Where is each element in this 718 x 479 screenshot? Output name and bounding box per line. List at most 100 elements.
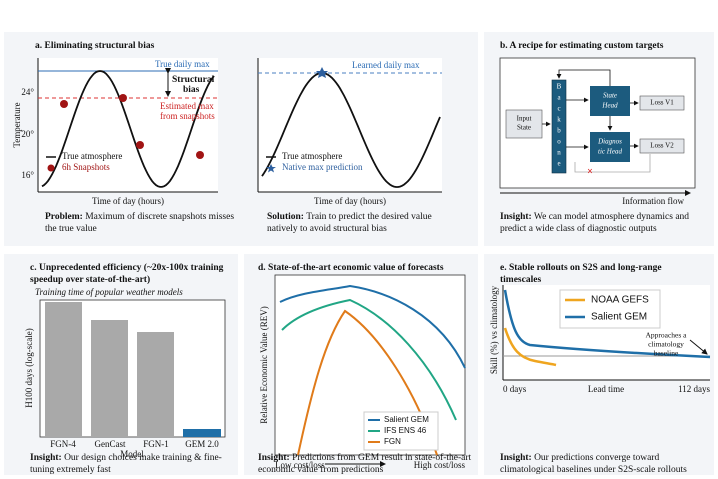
salient-gem-curve bbox=[279, 284, 466, 369]
panel-title: e. Stable rollouts on S2S and long-range bbox=[500, 263, 662, 273]
annotation: baseline bbox=[654, 349, 679, 358]
text: Our design choices make training & fine-… bbox=[30, 453, 222, 475]
node-label: State bbox=[517, 124, 531, 132]
x-tick-label: FGN-4 bbox=[50, 439, 76, 449]
y-label: Relative Economic Value (REV) bbox=[259, 306, 269, 424]
node-label: k bbox=[557, 116, 561, 124]
estimated-label: Estimated max bbox=[160, 101, 214, 111]
problem-text: Problem: Maximum of discrete snapshots m… bbox=[45, 211, 235, 235]
bias-label: bias bbox=[183, 85, 200, 95]
legend-dot bbox=[47, 164, 55, 172]
legend-label: True atmosphere bbox=[62, 151, 122, 161]
legend-label: 6h Snapshots bbox=[62, 162, 110, 172]
blocked-mark: × bbox=[587, 166, 593, 177]
snapshot bbox=[136, 141, 144, 149]
insight-text: Insight: Our design choices make trainin… bbox=[30, 452, 230, 476]
snapshot bbox=[196, 151, 204, 159]
learned-max-label: Learned daily max bbox=[352, 60, 420, 70]
annotation: Approaches a bbox=[645, 331, 687, 340]
y-label: Skill (%) vs climatology bbox=[489, 285, 499, 374]
annotation: climatology bbox=[648, 340, 684, 349]
y-label: Temperature bbox=[12, 102, 22, 147]
node-input bbox=[505, 109, 543, 139]
y-label: H100 days (log-scale) bbox=[24, 328, 34, 407]
estimated-label: from snapshots bbox=[160, 111, 215, 121]
true-atmosphere-curve bbox=[41, 70, 215, 188]
x-low-label: Low cost/loss bbox=[275, 460, 325, 470]
x-label: Time of day (hours) bbox=[92, 196, 164, 206]
node-label: Loss V2 bbox=[650, 142, 674, 150]
node-label: n bbox=[557, 149, 561, 157]
text: We can model atmosphere dynamics and pre… bbox=[500, 212, 690, 234]
insight-text: Insight: Predictions from GEM result in … bbox=[258, 452, 473, 476]
label: Insight: bbox=[30, 453, 62, 463]
panel-title: b. A recipe for estimating custom target… bbox=[500, 41, 664, 51]
annotation-arrow bbox=[689, 339, 708, 355]
text: Train to predict the desired value nativ… bbox=[267, 212, 432, 234]
node-label: tic Head bbox=[598, 148, 622, 156]
y-tick-label: 16° bbox=[21, 170, 34, 180]
node-label: a bbox=[557, 94, 561, 102]
y-tick-label: 20° bbox=[21, 129, 34, 139]
bar bbox=[137, 332, 174, 437]
ifs-ens-curve bbox=[281, 298, 457, 421]
bar bbox=[183, 429, 221, 437]
panel-title: speedup over state-of-the-art) bbox=[30, 274, 150, 285]
plot-area bbox=[258, 58, 442, 192]
insight-text: Insight: We can model atmosphere dynamic… bbox=[500, 211, 705, 235]
fgn-curve bbox=[297, 309, 438, 456]
text: Our predictions converge toward climatol… bbox=[500, 453, 687, 475]
plot-area bbox=[38, 58, 218, 192]
node-backbone bbox=[551, 79, 567, 174]
x-tick-label: GenCast bbox=[95, 439, 126, 449]
panel-title: c. Unprecedented efficiency (~20x-100x t… bbox=[30, 262, 224, 273]
solution-text: Solution: Train to predict the desired v… bbox=[267, 211, 457, 235]
x-tick-label: FGN-1 bbox=[143, 439, 169, 449]
legend-box bbox=[559, 289, 661, 329]
y-tick-label: 24° bbox=[21, 87, 34, 97]
node-label: o bbox=[557, 138, 561, 146]
true-atmosphere-curve bbox=[261, 72, 441, 188]
node-label: Loss V1 bbox=[650, 99, 674, 107]
node-diagnostic-head bbox=[590, 132, 630, 162]
x-end-label: 112 days bbox=[678, 384, 710, 394]
bar bbox=[91, 320, 128, 437]
label: Solution: bbox=[267, 212, 304, 222]
label: Insight: bbox=[258, 453, 290, 463]
legend-label: Native max prediction bbox=[282, 162, 363, 172]
subtitle: Training time of popular weather models bbox=[35, 287, 183, 297]
gem-curve bbox=[503, 289, 711, 359]
bias-label: Structural bbox=[172, 75, 215, 85]
node-label: State bbox=[603, 92, 617, 100]
label: Problem: bbox=[45, 212, 83, 222]
node-loss bbox=[639, 138, 685, 154]
legend-label: FGN bbox=[384, 437, 401, 446]
gefs-curve bbox=[503, 327, 557, 367]
native-max-star bbox=[316, 67, 328, 78]
x-label: Lead time bbox=[588, 384, 624, 394]
panel-title: a. Eliminating structural bias bbox=[35, 41, 155, 51]
x-label: Time of day (hours) bbox=[314, 196, 386, 206]
legend-label: Salient GEM bbox=[591, 312, 647, 323]
node-label: B bbox=[557, 83, 562, 91]
label: Insight: bbox=[500, 212, 532, 222]
x-label: Model bbox=[120, 449, 144, 459]
x-start-label: 0 days bbox=[503, 384, 527, 394]
node-label: Diagnos bbox=[597, 138, 622, 146]
panel-title: timescales bbox=[500, 275, 541, 285]
node-label: b bbox=[557, 127, 561, 135]
node-state-head bbox=[590, 86, 630, 116]
node-label: e bbox=[557, 160, 560, 168]
node-label: c bbox=[557, 105, 560, 113]
legend-star bbox=[266, 164, 276, 173]
snapshot bbox=[60, 100, 68, 108]
x-high-label: High cost/loss bbox=[414, 460, 466, 470]
legend-label: True atmosphere bbox=[282, 151, 342, 161]
node-label: Head bbox=[601, 102, 618, 110]
node-label: Input bbox=[517, 115, 532, 123]
x-tick-label: GEM 2.0 bbox=[185, 439, 219, 449]
diagram-edges bbox=[542, 69, 651, 173]
text: Maximum of discrete snapshots misses the… bbox=[45, 212, 235, 234]
